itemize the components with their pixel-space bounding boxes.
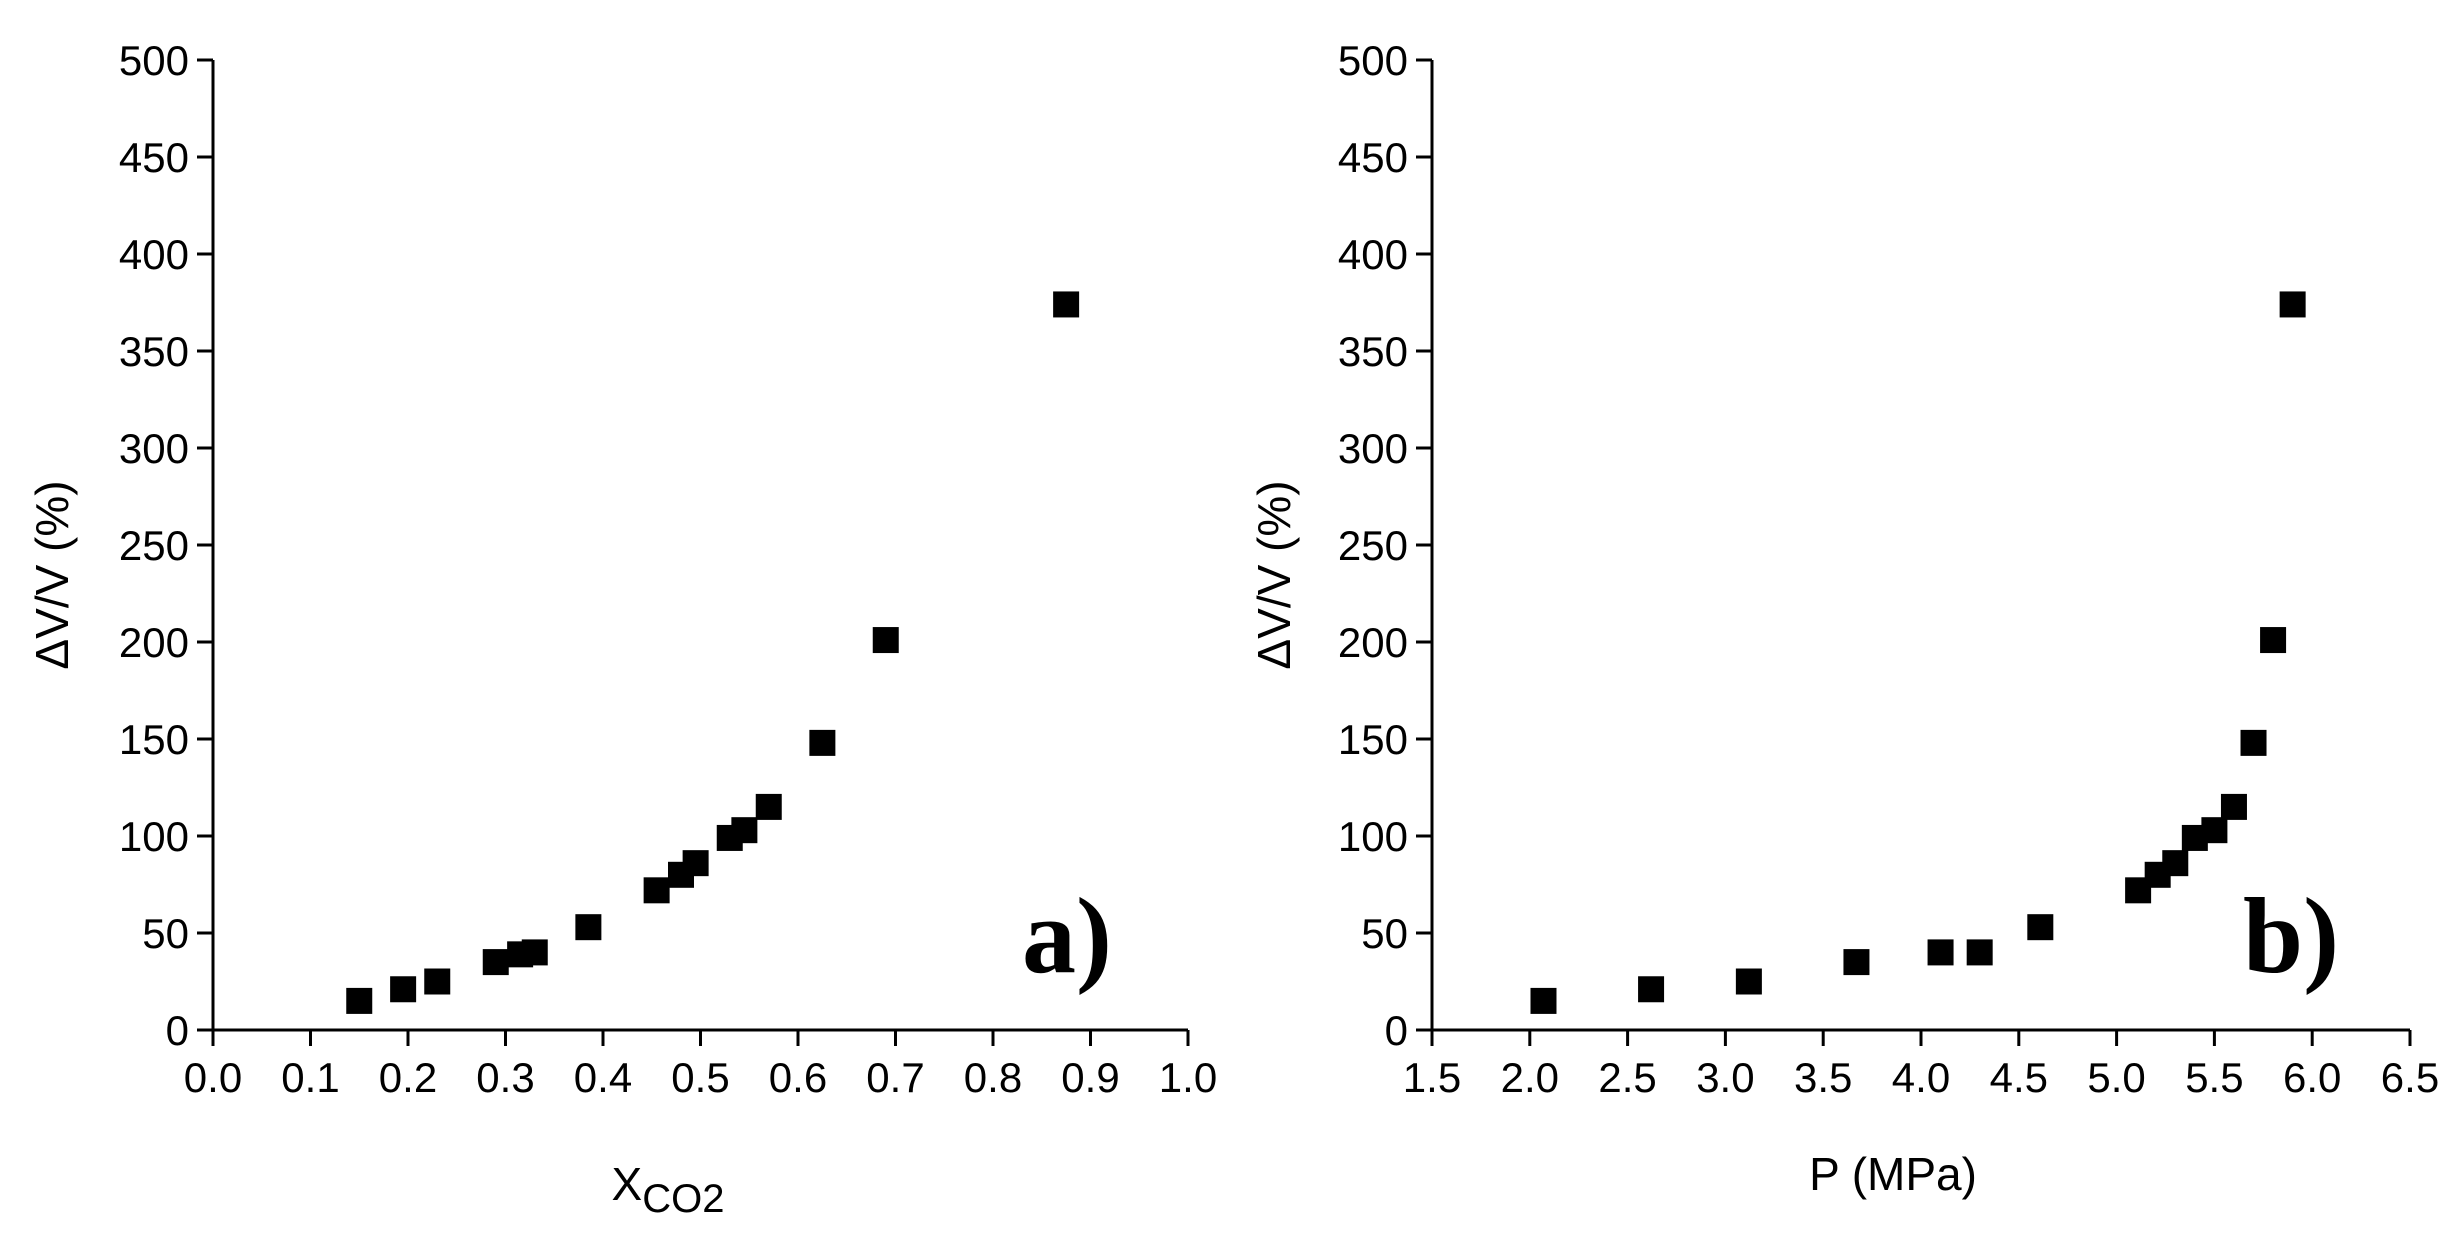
y-tick-label: 350 — [1338, 328, 1408, 375]
y-tick-label: 300 — [119, 425, 189, 472]
y-tick-label: 400 — [1338, 231, 1408, 278]
x-tick-label: 0.7 — [866, 1054, 924, 1101]
y-tick-label: 250 — [119, 522, 189, 569]
x-tick-label: 1.5 — [1403, 1054, 1461, 1101]
data-point — [682, 850, 709, 877]
x-axis-label: P (MPa) — [1809, 1148, 1977, 1200]
y-tick-label: 100 — [119, 813, 189, 860]
data-point — [1638, 976, 1665, 1003]
data-point — [2162, 850, 2189, 877]
y-tick-label: 350 — [119, 328, 189, 375]
y-tick-label: 250 — [1338, 522, 1408, 569]
x-tick-label: 0.1 — [281, 1054, 339, 1101]
x-tick-label: 1.0 — [1159, 1054, 1217, 1101]
y-tick-label: 500 — [119, 37, 189, 84]
x-tick-label: 0.0 — [184, 1054, 242, 1101]
x-tick-label: 3.5 — [1794, 1054, 1852, 1101]
y-axis-label: ΔV/V (%) — [1248, 480, 1300, 669]
x-tick-label: 0.6 — [769, 1054, 827, 1101]
x-tick-label: 4.0 — [1892, 1054, 1950, 1101]
data-point — [1843, 949, 1870, 976]
x-tick-label: 2.0 — [1501, 1054, 1559, 1101]
y-axis-label: ΔV/V (%) — [26, 480, 78, 669]
data-point — [2027, 914, 2054, 941]
data-point — [1735, 968, 1762, 995]
data-point — [1053, 291, 1080, 318]
data-point — [2220, 793, 2247, 820]
x-tick-label: 0.4 — [574, 1054, 632, 1101]
data-point — [390, 976, 417, 1003]
x-tick-label: 0.9 — [1061, 1054, 1119, 1101]
x-tick-label: 2.5 — [1598, 1054, 1656, 1101]
y-tick-label: 200 — [119, 619, 189, 666]
x-axis-label-subscript: CO2 — [642, 1177, 724, 1221]
y-tick-label: 0 — [1385, 1007, 1408, 1054]
x-tick-label: 6.5 — [2381, 1054, 2439, 1101]
data-point — [1530, 987, 1557, 1014]
y-tick-label: 50 — [142, 910, 189, 957]
data-point — [575, 914, 602, 941]
panel-label-a: a) — [1022, 877, 1112, 996]
x-tick-label: 0.8 — [964, 1054, 1022, 1101]
y-tick-label: 100 — [1338, 813, 1408, 860]
data-point — [2201, 817, 2228, 844]
x-tick-label: 0.2 — [379, 1054, 437, 1101]
data-point — [809, 729, 836, 756]
x-tick-label: 5.0 — [2087, 1054, 2145, 1101]
y-tick-label: 150 — [119, 716, 189, 763]
y-tick-label: 0 — [166, 1007, 189, 1054]
x-tick-label: 0.5 — [671, 1054, 729, 1101]
y-tick-label: 50 — [1361, 910, 1408, 957]
data-point — [482, 949, 509, 976]
y-tick-label: 200 — [1338, 619, 1408, 666]
y-tick-label: 150 — [1338, 716, 1408, 763]
data-point — [731, 817, 758, 844]
y-tick-label: 300 — [1338, 425, 1408, 472]
data-point — [1927, 939, 1954, 966]
data-point — [872, 627, 899, 654]
data-point — [346, 987, 373, 1014]
data-point — [755, 793, 782, 820]
y-tick-label: 450 — [119, 134, 189, 181]
y-tick-label: 400 — [119, 231, 189, 278]
chart-panel-a: ΔV/V (%) XCO2 a) 0 50 100 150 200 250 300 350 40… — [26, 37, 1217, 1221]
y-tick-label: 500 — [1338, 37, 1408, 84]
data-point — [521, 939, 548, 966]
x-tick-label: 4.5 — [1990, 1054, 2048, 1101]
x-tick-label: 6.0 — [2283, 1054, 2341, 1101]
data-point — [643, 877, 670, 904]
panel-label-b: b) — [2243, 877, 2339, 996]
data-point — [2260, 627, 2287, 654]
data-point — [424, 968, 451, 995]
x-tick-label: 3.0 — [1696, 1054, 1754, 1101]
x-axis-label: XCO2 — [612, 1158, 725, 1221]
x-tick-label: 0.3 — [476, 1054, 534, 1101]
x-axis-label-main: X — [612, 1158, 643, 1210]
data-point — [1966, 939, 1993, 966]
data-point — [2279, 291, 2306, 318]
y-tick-label: 450 — [1338, 134, 1408, 181]
chart-panel-b: ΔV/V (%) P (MPa) b) 0 50 100 150 200 250 300 35… — [1248, 37, 2439, 1200]
x-tick-label: 5.5 — [2185, 1054, 2243, 1101]
data-point — [2240, 729, 2267, 756]
